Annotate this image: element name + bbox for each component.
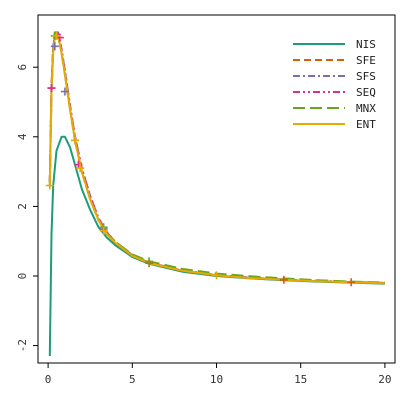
legend-entry-seq: SEQ xyxy=(293,86,376,99)
legend-entry-mnx: MNX xyxy=(293,102,376,115)
marker-sfe xyxy=(347,278,356,287)
x-tick-label: 10 xyxy=(210,373,223,386)
legend-entry-sfs: SFS xyxy=(293,70,376,83)
legend-entry-ent: ENT xyxy=(293,118,376,131)
x-tick-label: 15 xyxy=(294,373,307,386)
marker-sfs xyxy=(60,87,69,96)
series-line-sfe xyxy=(48,31,385,285)
plot-frame xyxy=(37,14,396,364)
y-tick-label: -2 xyxy=(16,339,29,352)
legend: NIS SFE SFS SEQ MNX ENT xyxy=(293,38,376,131)
x-axis: 0 5 10 15 20 xyxy=(45,363,392,386)
legend-entry-sfe: SFE xyxy=(293,54,376,67)
legend-label: ENT xyxy=(356,118,376,131)
marker-ent xyxy=(71,136,80,145)
legend-label: SEQ xyxy=(356,86,376,99)
legend-entry-nis: NIS xyxy=(293,38,376,51)
x-tick-label: 0 xyxy=(45,373,52,386)
marker-sfe xyxy=(279,275,288,284)
marker-seq xyxy=(74,160,83,169)
series-line-nis xyxy=(48,135,385,357)
x-tick-label: 5 xyxy=(129,373,136,386)
marker-sfs xyxy=(50,42,59,51)
y-tick-label: 4 xyxy=(16,133,29,140)
legend-label: SFS xyxy=(356,70,376,83)
marker-ent xyxy=(76,164,85,173)
marker-seq xyxy=(47,84,56,93)
plot-area xyxy=(37,14,396,364)
series-line-sfs xyxy=(48,31,385,284)
marker-layer xyxy=(45,31,356,287)
y-tick-label: 2 xyxy=(16,203,29,210)
legend-label: NIS xyxy=(356,38,376,51)
legend-label: MNX xyxy=(356,102,376,115)
y-tick-label: 6 xyxy=(16,64,29,71)
y-tick-label: 0 xyxy=(16,273,29,280)
marker-ent xyxy=(212,271,221,280)
series-line-mnx xyxy=(48,34,385,284)
marker-ent xyxy=(52,31,61,40)
legend-label: SFE xyxy=(356,54,376,67)
series-line-ent xyxy=(48,34,385,285)
series-layer xyxy=(48,31,385,357)
y-axis: -2 0 2 4 6 xyxy=(16,64,38,352)
series-line-seq xyxy=(48,33,385,284)
marker-ent xyxy=(99,226,108,235)
marker-ent xyxy=(45,181,54,190)
x-tick-label: 20 xyxy=(378,373,391,386)
marker-mnx xyxy=(145,257,154,266)
